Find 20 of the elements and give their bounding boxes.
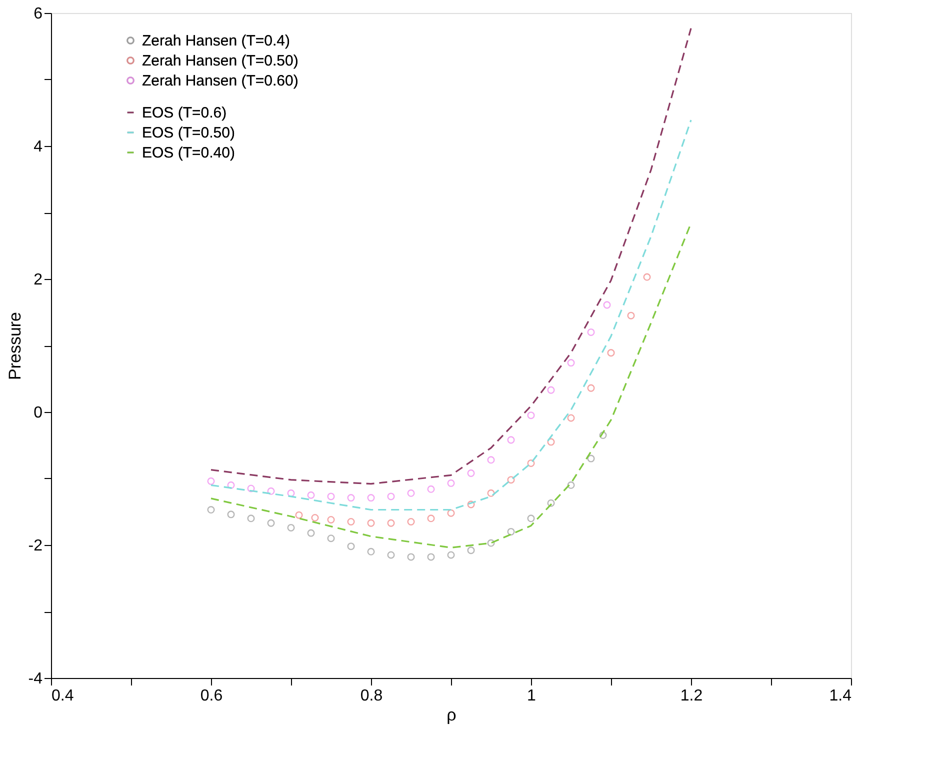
legend-label: Zerah Hansen (T=0.60) <box>142 72 298 90</box>
y-tick-label: 4 <box>34 138 43 156</box>
legend-label: EOS (T=0.50) <box>142 124 235 142</box>
legend-label: Zerah Hansen (T=0.4) <box>142 32 290 50</box>
legend-label: EOS (T=0.40) <box>142 144 235 162</box>
x-tick-label: 0.8 <box>360 688 383 704</box>
legend-label: Zerah Hansen (T=0.50) <box>142 52 298 70</box>
x-tick-label: 0.6 <box>200 688 223 704</box>
y-axis-title: Pressure <box>5 312 24 380</box>
x-tick-label: 0.4 <box>52 688 74 704</box>
y-tick-label: -4 <box>28 670 43 688</box>
legend-label: EOS (T=0.6) <box>142 104 227 122</box>
x-tick-label: 1 <box>527 688 536 704</box>
x-axis-title: ρ <box>446 706 456 724</box>
y-tick-label: 6 <box>34 6 43 22</box>
y-tick-label: 2 <box>34 272 43 288</box>
x-tick-label: 1.4 <box>829 688 852 704</box>
y-tick-label: -2 <box>28 538 43 554</box>
y-tick-label: 0 <box>34 404 43 422</box>
x-tick-label: 1.2 <box>680 688 703 704</box>
